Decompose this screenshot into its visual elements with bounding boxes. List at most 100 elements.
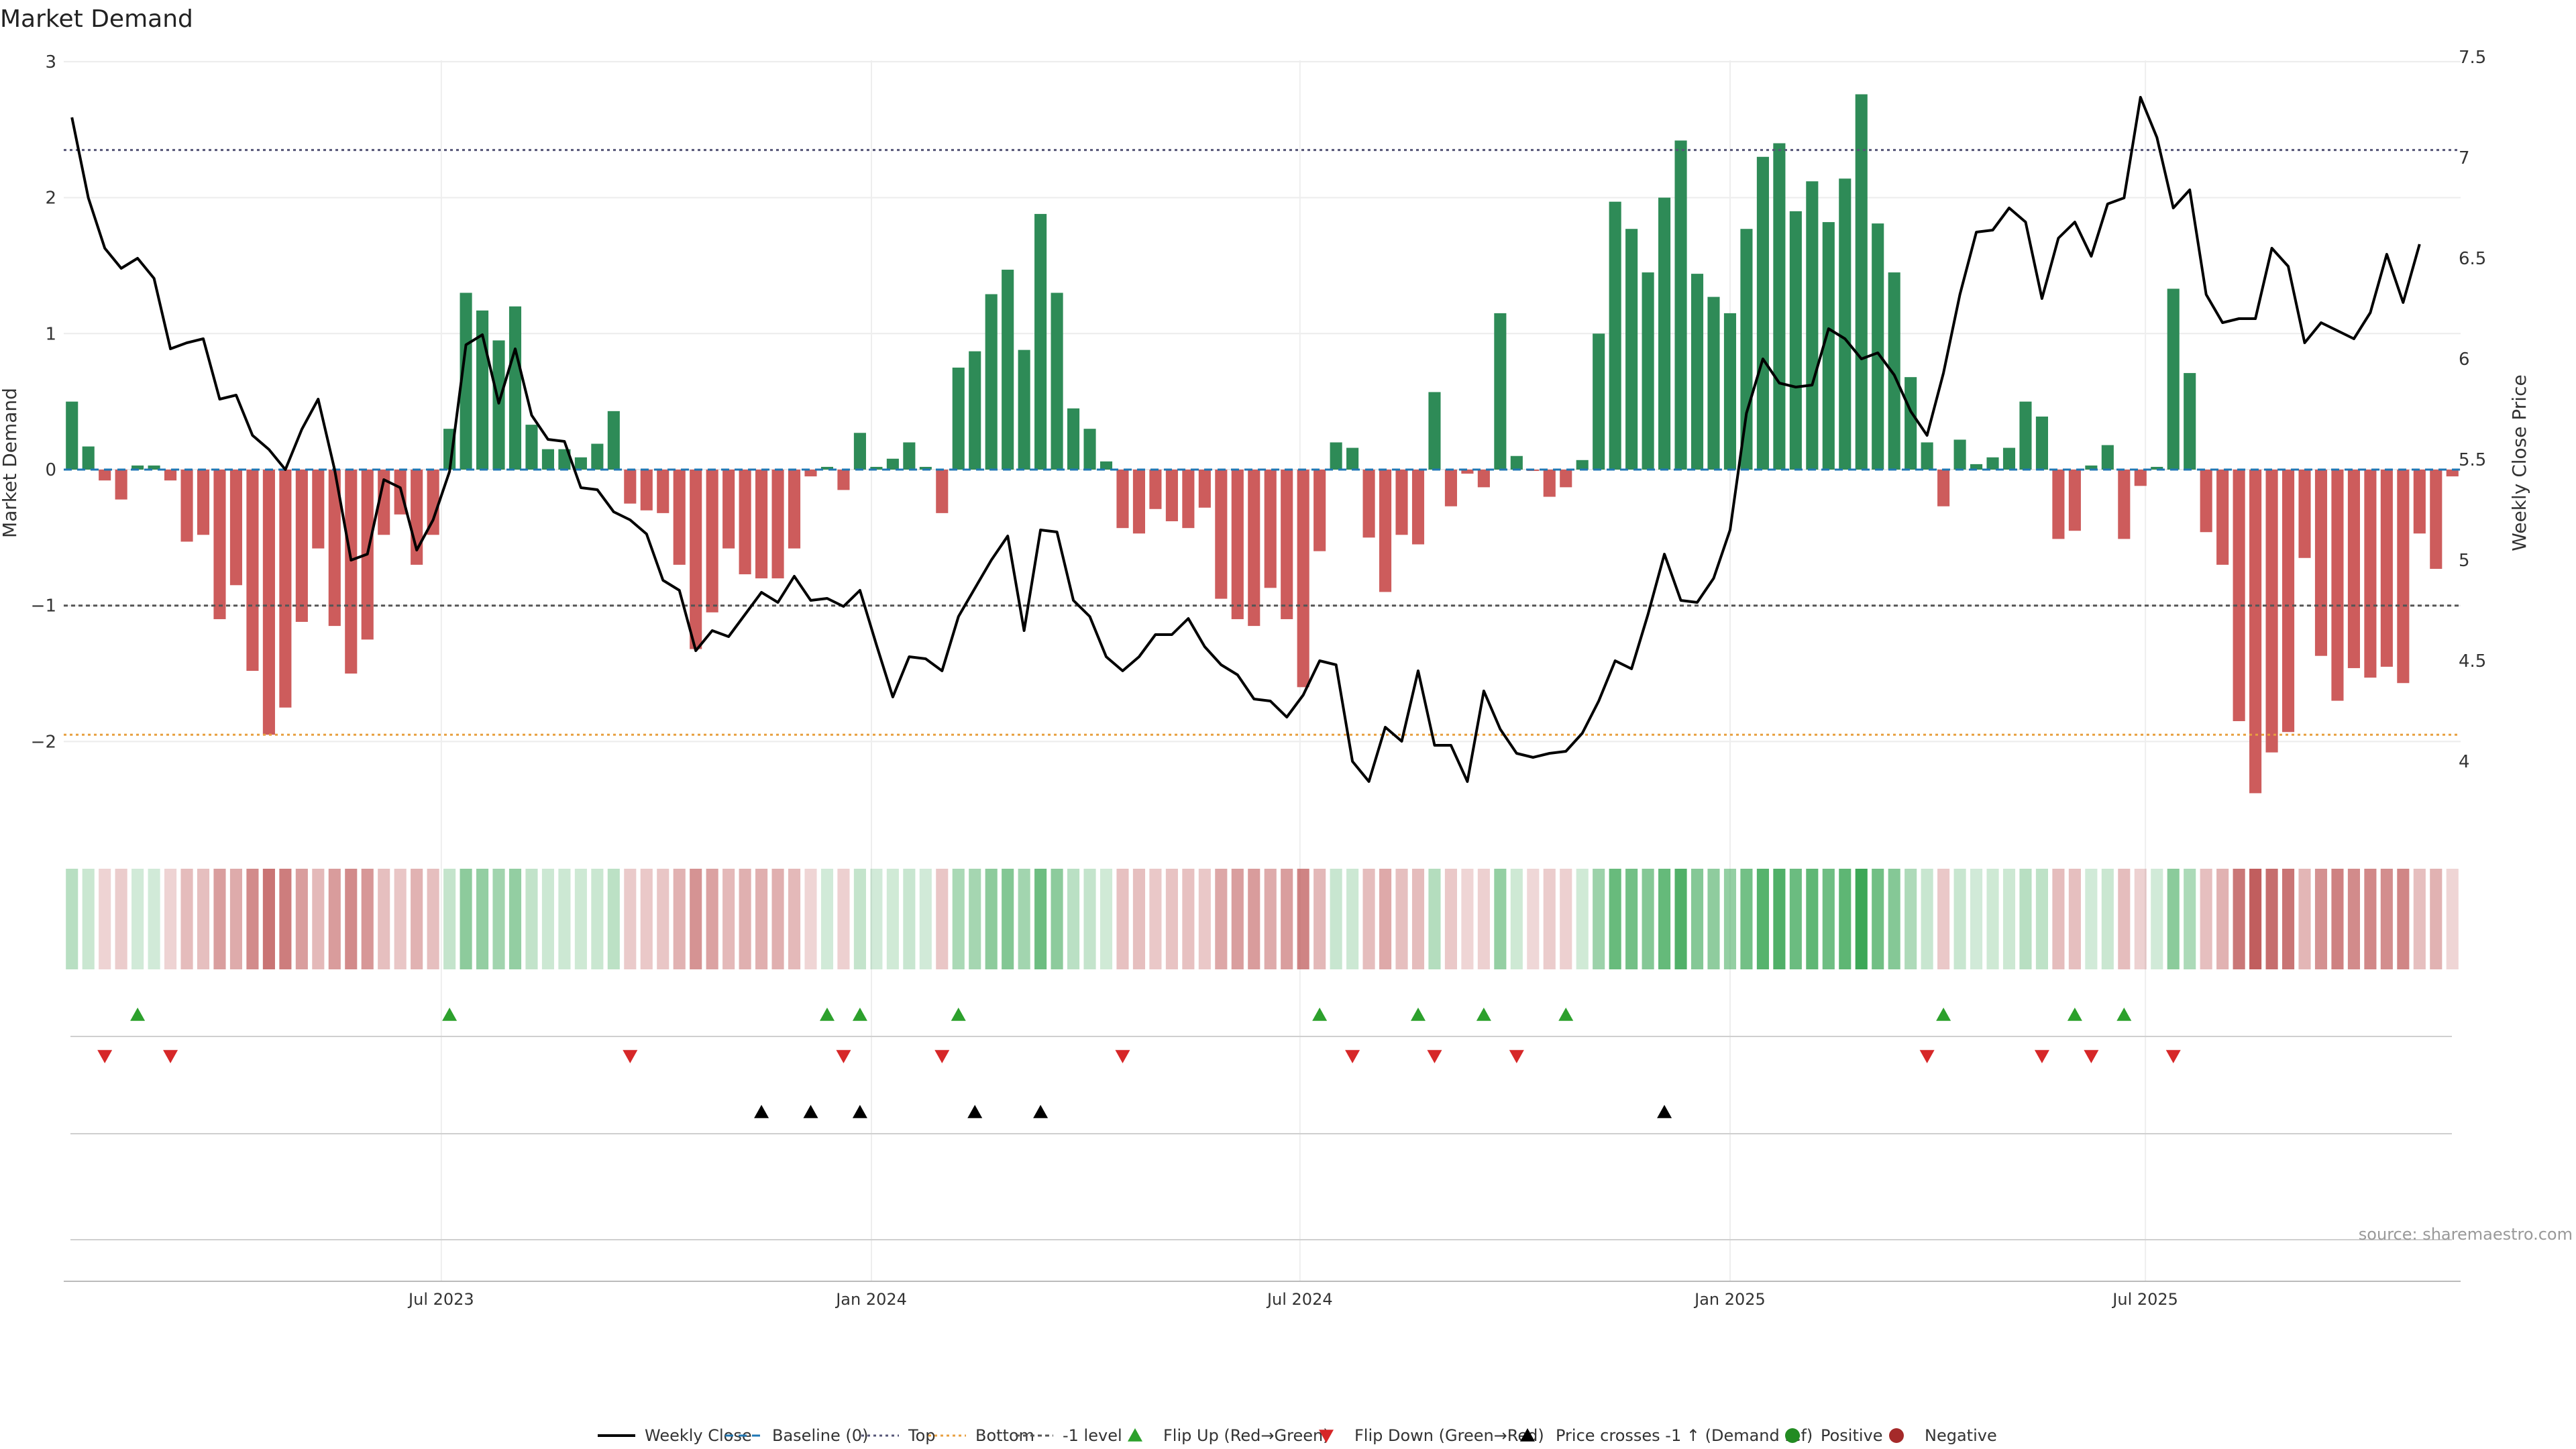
- flip-down-marker: [934, 1050, 950, 1063]
- y-tick-label: 1: [45, 324, 56, 344]
- heat-strip-cell: [673, 869, 686, 969]
- legend-item-6: Flip Down (Green→Red): [1319, 1426, 1544, 1445]
- heat-strip-cell: [1806, 869, 1819, 969]
- demand-bar: [2314, 470, 2328, 656]
- demand-bar: [2052, 470, 2065, 539]
- flip-up-marker: [1936, 1008, 1951, 1021]
- flip-down-marker: [2165, 1050, 2181, 1063]
- demand-bar: [2249, 470, 2262, 794]
- demand-bar: [1313, 470, 1326, 551]
- heat-strip-cell: [1789, 869, 1802, 969]
- y-axis-label: Market Demand: [0, 388, 21, 538]
- demand-bar: [936, 470, 949, 513]
- heat-strip-cell: [2397, 869, 2410, 969]
- chart-title: Market Demand: [0, 5, 193, 33]
- heat-strip-cell: [853, 869, 866, 969]
- heat-strip-cell: [213, 869, 226, 969]
- demand-bar: [1543, 470, 1556, 497]
- heat-strip-cell: [657, 869, 669, 969]
- heat-strip-cell: [2380, 869, 2393, 969]
- demand-bar: [1149, 470, 1162, 509]
- heat-strip-cell: [246, 869, 259, 969]
- demand-bar: [1839, 178, 1851, 470]
- x-tick-label: Jul 2023: [407, 1290, 474, 1309]
- demand-bar: [1723, 313, 1737, 470]
- heat-strip-cell: [1625, 869, 1638, 969]
- heat-strip-cell: [2249, 869, 2262, 969]
- legend: Weekly Close Baseline (0) Top Bottom -1 leve…: [598, 1426, 1997, 1445]
- demand-bar: [2430, 470, 2443, 569]
- heat-strip-cell: [2446, 869, 2459, 969]
- heat-strip-cell: [1264, 869, 1277, 969]
- demand-bar: [279, 470, 292, 708]
- heat-strip-cell: [164, 869, 177, 969]
- heat-strip-cell: [1116, 869, 1129, 969]
- y2-axis-ticks: 7.5 7 6.5 6 5.5 5 4.5 4: [2459, 48, 2486, 772]
- demand-bar: [1346, 447, 1359, 470]
- demand-bar: [1264, 470, 1277, 588]
- heat-strip-cell: [1609, 869, 1621, 969]
- heat-strip-cell: [820, 869, 834, 969]
- heat-strip-cell: [295, 869, 308, 969]
- demand-bar: [1444, 470, 1457, 506]
- heat-strip-cell: [180, 869, 193, 969]
- heat-strip-cell: [2118, 869, 2131, 969]
- flip-up-marker: [1476, 1008, 1491, 1021]
- y2-tick-label: 5.5: [2459, 450, 2486, 470]
- x-tick-label: Jul 2025: [2111, 1290, 2178, 1309]
- heat-strip-cell: [2413, 869, 2426, 969]
- y-tick-label: 0: [45, 460, 56, 480]
- demand-bar: [66, 401, 78, 470]
- demand-bar: [2068, 470, 2081, 531]
- y-tick-label: 3: [45, 52, 56, 72]
- demand-bar: [853, 433, 866, 470]
- demand-bar: [1494, 313, 1507, 470]
- demand-bar: [180, 470, 193, 542]
- flip-down-marker: [1919, 1050, 1935, 1063]
- demand-bar: [1099, 461, 1113, 470]
- flip-up-marker: [1410, 1008, 1426, 1021]
- demand-bar: [1510, 455, 1523, 470]
- demand-bar: [1937, 470, 1950, 506]
- price-cross-marker: [754, 1105, 769, 1118]
- heat-strip-cell: [2068, 869, 2081, 969]
- price-cross-marker: [1657, 1105, 1672, 1118]
- demand-bar: [115, 470, 127, 500]
- demand-bar: [1773, 143, 1786, 470]
- heat-strip-cell: [1723, 869, 1737, 969]
- demand-bar: [2331, 470, 2344, 701]
- demand-bar: [1986, 457, 1999, 470]
- flip-up-marker: [951, 1008, 966, 1021]
- demand-bar: [919, 466, 932, 470]
- heat-strip-cell: [2331, 869, 2344, 969]
- flip-up-marker: [1558, 1008, 1574, 1021]
- flip-down-marker: [1345, 1050, 1360, 1063]
- legend-label: Positive: [1821, 1426, 1883, 1445]
- heat-strip-cell: [1428, 869, 1441, 969]
- heat-strip-cell: [985, 869, 998, 969]
- heat-strip-cell: [1461, 869, 1474, 969]
- demand-bar: [2019, 401, 2032, 470]
- flip-down-marker: [1115, 1050, 1130, 1063]
- demand-bar: [2184, 373, 2196, 470]
- demand-bar: [739, 470, 751, 575]
- demand-bar: [1165, 470, 1178, 522]
- demand-bar: [1953, 439, 1966, 470]
- heat-strip-cell: [2134, 869, 2147, 969]
- legend-label: Baseline (0): [772, 1426, 868, 1445]
- heat-strip-cell: [427, 869, 439, 969]
- heat-strip-cell: [1149, 869, 1162, 969]
- demand-bar: [1215, 470, 1228, 599]
- flip-up-marker: [2067, 1008, 2082, 1021]
- demand-bar: [804, 470, 817, 477]
- heat-strip-cell: [1658, 869, 1671, 969]
- price-cross-marker: [967, 1105, 983, 1118]
- demand-bar: [2298, 470, 2311, 558]
- demand-bar: [1297, 470, 1309, 688]
- heat-strip-cell: [1444, 869, 1457, 969]
- demand-bar: [1198, 470, 1211, 508]
- reference-levels: [64, 149, 2461, 736]
- demand-bar: [197, 470, 210, 535]
- demand-bar: [427, 470, 439, 535]
- heat-strip-cell: [1362, 869, 1375, 969]
